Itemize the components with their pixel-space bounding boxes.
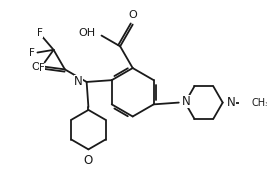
Text: F: F <box>37 28 43 38</box>
Text: O: O <box>84 154 93 167</box>
Text: N: N <box>227 96 236 109</box>
Text: N: N <box>74 75 83 89</box>
Text: N: N <box>182 95 191 108</box>
Text: F: F <box>39 63 45 73</box>
Text: F: F <box>29 48 35 58</box>
Text: O: O <box>32 62 40 72</box>
Text: OH: OH <box>78 28 95 38</box>
Text: O: O <box>128 10 137 20</box>
Text: CH₃: CH₃ <box>251 98 267 108</box>
